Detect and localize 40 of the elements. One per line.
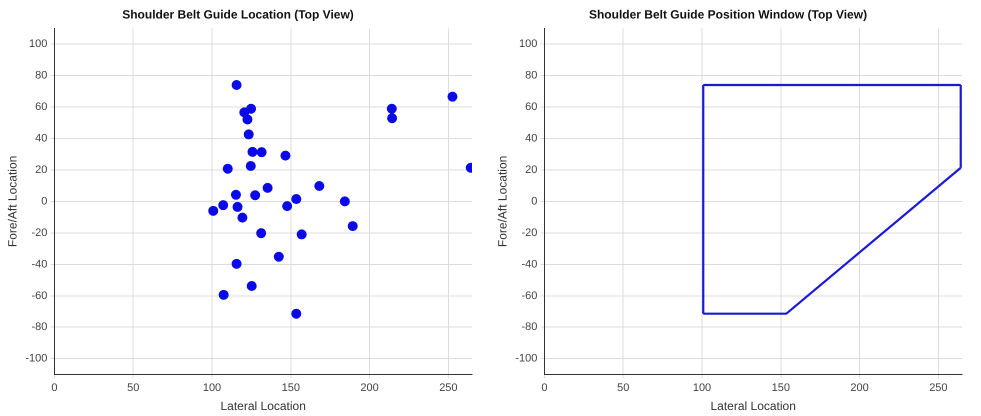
x-tick-label: 50: [127, 382, 140, 394]
x-tick-label: 150: [772, 382, 790, 394]
x-tick-label: 200: [360, 382, 379, 394]
x-tick-label: 250: [929, 382, 948, 394]
y-tick-label: -40: [522, 258, 538, 270]
y-tick-label: 60: [525, 101, 538, 114]
y-tick-label: 60: [35, 101, 48, 114]
y-tick-label: 80: [525, 70, 538, 82]
y-axis-title: Fore/Aft Location: [6, 156, 20, 248]
y-tick-label: -100: [25, 352, 48, 365]
y-tick-label: -60: [522, 290, 538, 302]
x-axis-title: Lateral Location: [710, 399, 796, 414]
y-tick-label: -40: [32, 258, 48, 270]
y-tick-label: -80: [32, 321, 48, 334]
x-tick-label: 250: [439, 382, 458, 394]
x-tick-label: 0: [51, 382, 58, 394]
y-axis-title: Fore/Aft Location: [496, 156, 510, 248]
x-tick-label: 150: [282, 382, 300, 394]
y-tick-label: -80: [522, 321, 538, 334]
y-tick-label: 20: [35, 164, 48, 176]
y-tick-label: -100: [515, 352, 538, 365]
x-tick-label: 200: [850, 382, 869, 394]
chart-title: Shoulder Belt Guide Location (Top View): [122, 8, 354, 22]
y-tick-label: 20: [525, 164, 538, 176]
x-tick-label: 50: [617, 382, 630, 394]
y-tick-label: 80: [35, 70, 48, 82]
y-tick-label: 100: [519, 38, 538, 50]
x-tick-label: 0: [541, 382, 548, 394]
y-tick-label: 100: [29, 38, 48, 50]
y-tick-label: -60: [32, 290, 48, 302]
x-axis-title: Lateral Location: [220, 399, 306, 414]
y-tick-label: 40: [525, 132, 538, 145]
x-tick-label: 100: [692, 382, 712, 394]
y-tick-label: -20: [32, 226, 48, 239]
y-tick-label: 0: [531, 195, 538, 208]
y-tick-label: -20: [522, 226, 538, 239]
chart-title: Shoulder Belt Guide Position Window (Top View): [588, 8, 868, 22]
y-tick-label: 40: [35, 132, 48, 145]
x-tick-label: 100: [202, 382, 222, 394]
y-tick-label: 0: [41, 195, 48, 208]
